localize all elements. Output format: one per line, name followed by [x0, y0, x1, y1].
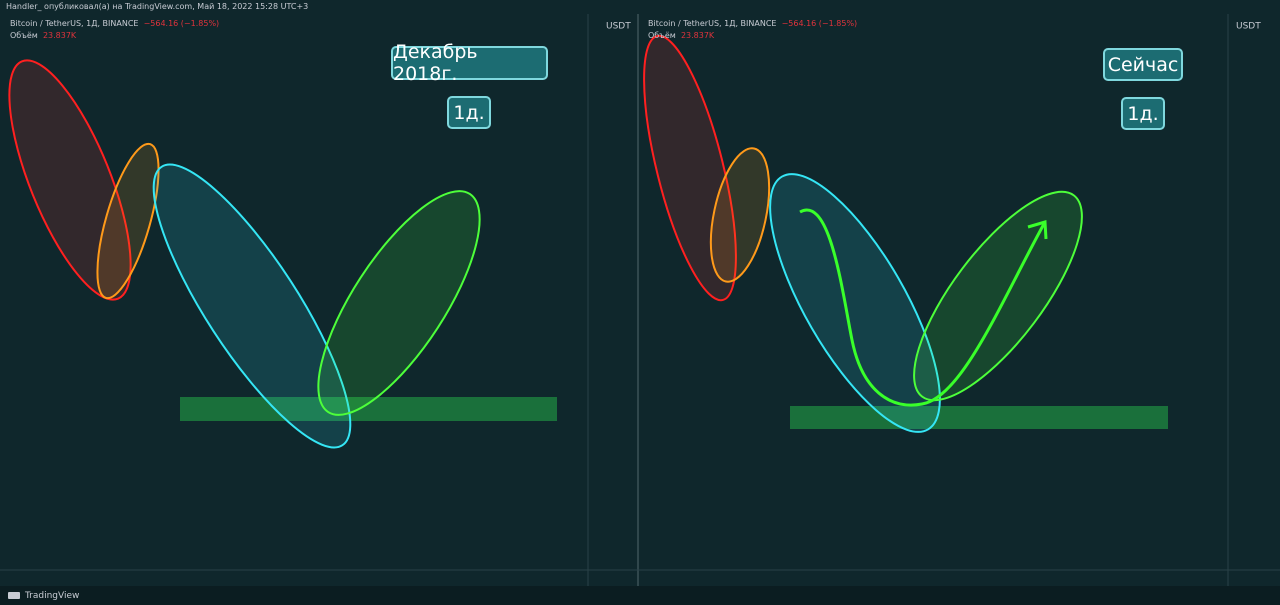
annotation: Декабрь 2018г.: [391, 41, 548, 85]
ellipse: [643, 34, 737, 302]
symbol-title: Bitcoin / TetherUS, 1Д, BINANCE: [10, 19, 139, 28]
labels: USDT USDT: [606, 22, 1261, 32]
ellipse: [709, 147, 771, 283]
ellipse: [96, 142, 160, 300]
charts: USDT USDT: [0, 0, 1280, 586]
currency-label: USDT: [1236, 22, 1261, 32]
ellipse: [913, 190, 1083, 402]
publisher-line: Handler_ опубликовал(а) на TradingView.c…: [6, 2, 309, 11]
volume-last: 23.837K: [680, 31, 715, 40]
legend: Bitcoin / TetherUS, 1Д, BINANCE −564.16 …: [648, 18, 857, 42]
ellipse: [152, 163, 352, 449]
forecast-path: [799, 208, 1047, 407]
brand: TradingView: [25, 590, 80, 601]
logo-icon: [8, 592, 20, 599]
volume-name: Объём: [648, 31, 676, 40]
zones: [180, 397, 1168, 429]
price-change: −564.16 (−1.85%): [781, 19, 858, 28]
price-change: −564.16 (−1.85%): [143, 19, 220, 28]
annotation: Сейчас: [1103, 48, 1183, 81]
currency-label: USDT: [606, 22, 631, 32]
volume-name: Объём: [10, 31, 38, 40]
ellipse: [317, 190, 481, 416]
symbol-title: Bitcoin / TetherUS, 1Д, BINANCE: [648, 19, 777, 28]
ellipse: [769, 173, 941, 433]
legend: Bitcoin / TetherUS, 1Д, BINANCE −564.16 …: [10, 18, 219, 42]
support-zone: [790, 406, 1168, 429]
annotation: 1д.: [1121, 97, 1165, 130]
forecast-arrowhead: [1027, 220, 1048, 240]
annotation: 1д.: [447, 96, 491, 129]
background: [0, 0, 1280, 586]
drawings: [8, 34, 1083, 449]
support-zone: [180, 397, 557, 421]
footer: TradingView: [0, 586, 1280, 605]
volume-last: 23.837K: [42, 31, 77, 40]
